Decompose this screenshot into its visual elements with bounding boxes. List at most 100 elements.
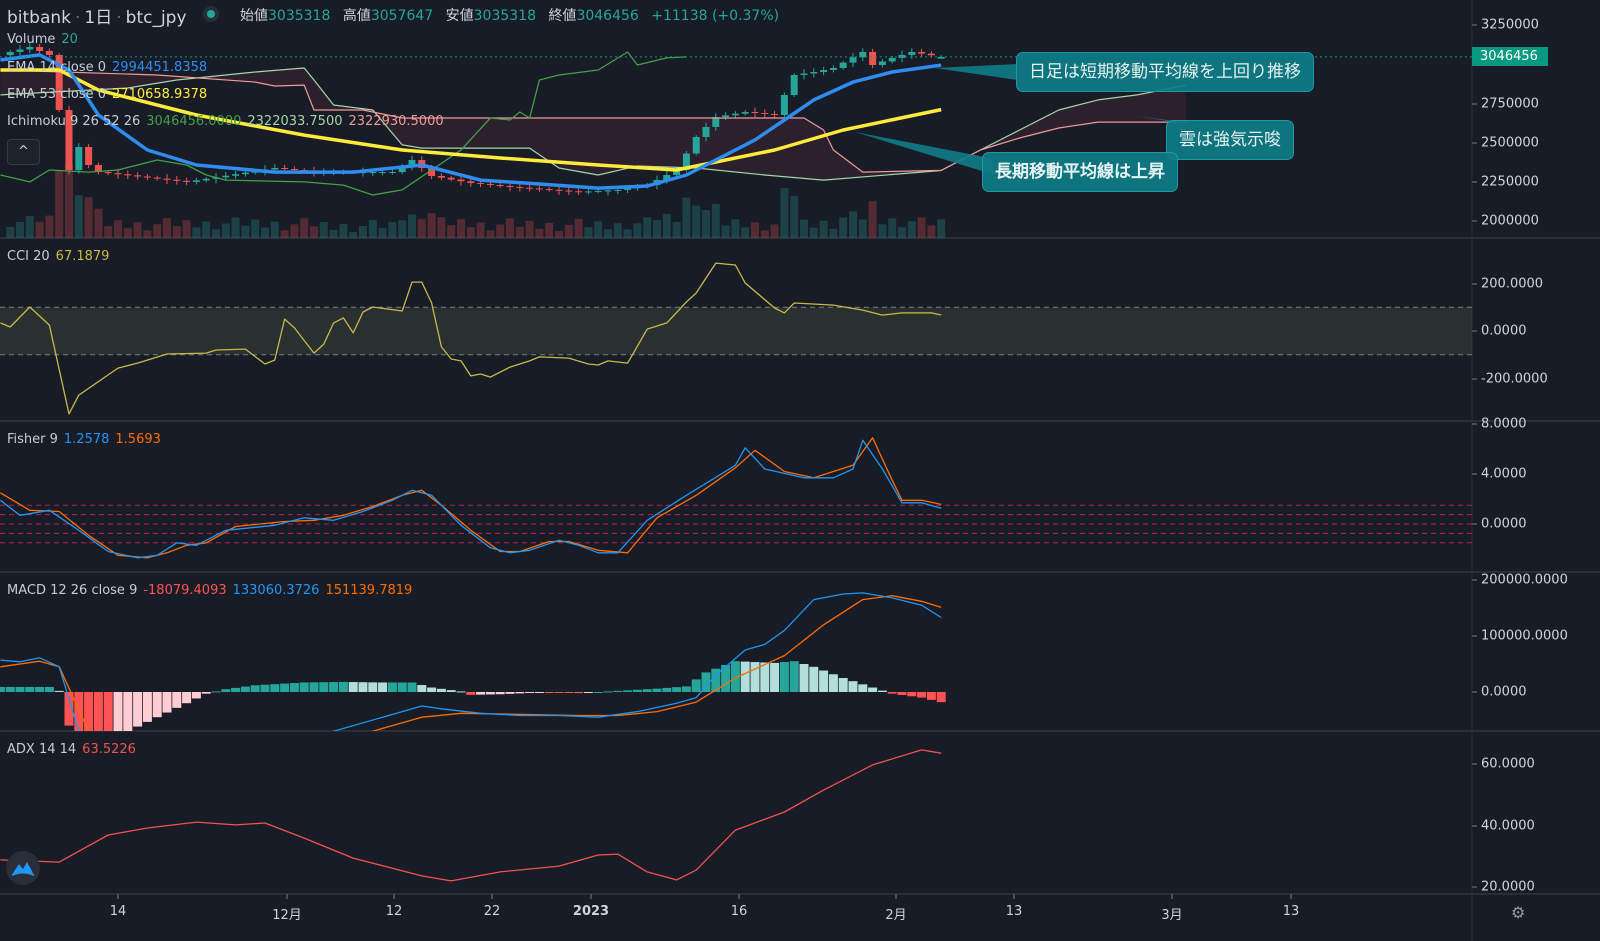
candle-body[interactable] [143,176,151,178]
candle-body[interactable] [565,190,573,192]
candle-body[interactable] [379,172,387,174]
candle-body[interactable] [398,166,406,173]
candle-body[interactable] [839,62,847,68]
candle-body[interactable] [731,113,739,116]
legend-ichimoku[interactable]: Ichimoku 9 26 52 26 3046456.0000 2322033.7… [7,114,450,129]
candle-body[interactable] [153,177,161,179]
candle-body[interactable] [408,159,416,167]
candle-body[interactable] [163,178,171,180]
candle-body[interactable] [937,56,945,59]
candle-body[interactable] [104,172,112,174]
candle-body[interactable] [829,67,837,70]
candle-body[interactable] [927,53,935,56]
candle-body[interactable] [94,165,102,173]
candle-body[interactable] [388,172,396,174]
collapse-legend-button[interactable]: ^ [7,139,40,165]
candle-body[interactable] [55,54,63,110]
candle-body[interactable] [65,109,73,171]
candle-body[interactable] [85,146,93,166]
candle-body[interactable] [702,126,710,137]
candle-body[interactable] [849,57,857,63]
candle-body[interactable] [437,175,445,178]
candle-body[interactable] [800,73,808,76]
candle-body[interactable] [222,175,230,178]
candle-body[interactable] [682,153,690,171]
candle-body[interactable] [447,177,455,180]
legend-ema53[interactable]: EMA 53 close 0 2710658.9378 [7,87,213,102]
candle-body[interactable] [663,174,671,180]
candle-body[interactable] [26,46,34,50]
candle-body[interactable] [584,191,592,193]
candle-body[interactable] [467,181,475,184]
candle-body[interactable] [496,185,504,187]
legend-ema14[interactable]: EMA 14 close 0 2994451.8358 [7,60,213,75]
symbol-name[interactable]: btc_jpy [125,8,187,28]
candle-body[interactable] [535,188,543,190]
candle-body[interactable] [477,183,485,185]
candle-body[interactable] [673,170,681,175]
candle-body[interactable] [624,188,632,190]
candle-body[interactable] [281,167,289,170]
candle-body[interactable] [457,179,465,182]
legend-cci[interactable]: CCI 20 67.1879 [7,249,115,264]
candle-body[interactable] [761,113,769,115]
candle-body[interactable] [820,69,828,73]
tradingview-logo-icon[interactable] [6,851,40,885]
candle-body[interactable] [908,51,916,55]
candle-body[interactable] [575,191,583,193]
candle-body[interactable] [741,112,749,114]
candle-body[interactable] [506,185,514,187]
candle-body[interactable] [16,49,24,52]
candle-body[interactable] [6,51,14,56]
symbol-header[interactable]: bitbank · 1日 · btc_jpy [7,8,187,28]
candle-body[interactable] [918,51,926,54]
legend-macd[interactable]: MACD 12 26 close 9 -18079.4093 133060.3726… [7,583,418,598]
candle-body[interactable] [202,178,210,181]
candle-body[interactable] [75,146,83,171]
cci-pane[interactable] [0,262,1472,415]
candle-body[interactable] [771,114,779,116]
candle-body[interactable] [486,184,494,186]
candle-body[interactable] [428,167,436,176]
candle-body[interactable] [271,167,279,170]
candle-body[interactable] [722,115,730,118]
candle-body[interactable] [878,61,886,65]
candle-body[interactable] [526,187,534,189]
candle-body[interactable] [751,112,759,114]
candle-body[interactable] [692,136,700,154]
candle-body[interactable] [555,189,563,191]
fisher-pane[interactable] [0,437,1472,559]
legend-volume[interactable]: Volume 20 [7,32,84,47]
candle-body[interactable] [594,190,602,192]
adx-pane[interactable] [0,749,942,882]
candle-body[interactable] [545,189,553,191]
candle-body[interactable] [192,180,200,182]
candle-body[interactable] [790,75,798,96]
legend-adx[interactable]: ADX 14 14 63.5226 [7,742,142,757]
candle-body[interactable] [859,51,867,58]
candle-body[interactable] [810,72,818,74]
candle-body[interactable] [780,95,788,115]
candle-body[interactable] [183,180,191,182]
candle-body[interactable] [516,186,524,188]
candle-body[interactable] [173,179,181,181]
candle-body[interactable] [869,51,877,65]
candle-body[interactable] [290,169,298,171]
candle-body[interactable] [36,46,44,51]
interval-label[interactable]: 1日 [84,8,113,28]
legend-fisher[interactable]: Fisher 9 1.2578 1.5693 [7,432,167,447]
candle-body[interactable] [604,190,612,192]
candle-body[interactable] [232,174,240,176]
candle-body[interactable] [114,173,122,175]
price-pane[interactable] [0,43,1187,238]
candle-body[interactable] [712,117,720,127]
candle-body[interactable] [369,172,377,174]
candle-body[interactable] [45,50,53,55]
candle-body[interactable] [614,189,622,191]
candle-body[interactable] [888,57,896,62]
candle-body[interactable] [134,175,142,177]
gear-icon[interactable]: ⚙ [1511,903,1526,922]
candle-body[interactable] [124,174,132,176]
candle-body[interactable] [241,172,249,175]
